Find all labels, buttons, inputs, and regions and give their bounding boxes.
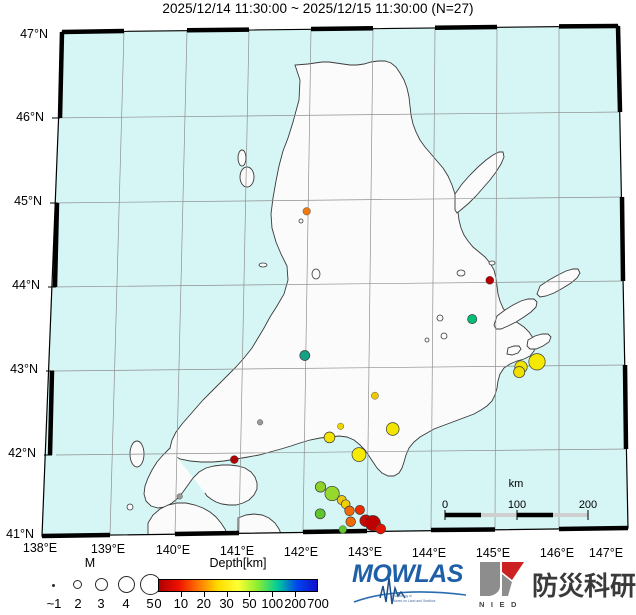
scalebar-tick-100: 100: [497, 499, 537, 511]
epicenter-marker[interactable]: [514, 367, 525, 378]
depth-colorbar: [158, 579, 318, 592]
epicenter-marker[interactable]: [230, 456, 238, 464]
map-canvas[interactable]: 47°N 46°N 45°N 44°N 43°N 42°N 41°N: [0, 18, 636, 555]
land-islet-h: [299, 219, 303, 223]
nied-wordmark: N I E D: [479, 600, 519, 609]
scalebar-tick-0: 0: [425, 499, 465, 511]
land-rebun: [238, 150, 246, 166]
land-rishiri: [240, 167, 254, 187]
land-islet-c: [457, 270, 465, 276]
mowlas-tagline-line1: Monitoring of: [392, 594, 412, 598]
epicenter-marker[interactable]: [315, 509, 325, 519]
lat-label-46: 46°N: [0, 110, 44, 124]
epicenter-marker[interactable]: [345, 506, 355, 516]
mowlas-tagline-line2: Waves on Land and Seafloor: [392, 599, 436, 603]
magnitude-symbol-3: [95, 578, 108, 591]
nied-logo-graphic: [478, 560, 528, 600]
epicenter-marker[interactable]: [337, 423, 343, 429]
epicenter-marker[interactable]: [376, 524, 386, 534]
epicenter-marker[interactable]: [486, 276, 494, 284]
epicenter-marker[interactable]: [303, 208, 311, 216]
bousai-kaken-wordmark: 防災科研: [532, 566, 636, 603]
land-islet-b: [312, 269, 320, 279]
land-islet-i: [127, 504, 133, 510]
page-title: 2025/12/14 11:30:00 ~ 2025/12/15 11:30:0…: [0, 1, 636, 16]
map-graphics: [0, 18, 636, 555]
magnitude-symbol-4: [118, 576, 135, 593]
depth-legend-title: Depth[km]: [183, 556, 293, 570]
lon-label-140: 140°E: [143, 543, 203, 557]
epicenter-marker[interactable]: [177, 494, 183, 500]
lon-label-139: 139°E: [78, 542, 138, 556]
scalebar-tick-200: 200: [568, 499, 608, 511]
epicenter-marker[interactable]: [355, 505, 364, 514]
lat-label-44: 44°N: [0, 278, 40, 292]
lat-label-43: 43°N: [0, 362, 38, 376]
epicenter-marker[interactable]: [315, 482, 325, 492]
nied-logo: [478, 560, 528, 600]
epicenter-marker[interactable]: [257, 420, 263, 426]
land-islet-a: [259, 263, 267, 267]
land-islet-g: [425, 338, 429, 342]
depth-label-700: 700: [304, 596, 332, 611]
land-islet-e: [437, 315, 443, 321]
lat-label-41: 41°N: [0, 527, 34, 541]
mowlas-wordmark: MOWLAS: [352, 560, 463, 589]
lat-label-45: 45°N: [0, 194, 42, 208]
magnitude-symbol-1: [52, 584, 55, 587]
epicenter-marker[interactable]: [371, 392, 378, 399]
magnitude-symbol-2: [73, 580, 82, 589]
epicenter-marker[interactable]: [529, 354, 545, 370]
epicenter-marker[interactable]: [300, 351, 310, 361]
lat-label-42: 42°N: [0, 446, 36, 460]
land-islet-f: [441, 333, 447, 339]
land-islet-d: [489, 261, 495, 265]
scalebar-unit: km: [486, 478, 546, 490]
epicenter-marker[interactable]: [352, 448, 366, 462]
epicenter-marker[interactable]: [324, 432, 335, 443]
epicenter-marker[interactable]: [468, 315, 477, 324]
epicenter-marker[interactable]: [346, 517, 356, 527]
lat-label-47: 47°N: [0, 27, 48, 41]
lon-label-138: 138°E: [10, 541, 70, 555]
epicenter-marker[interactable]: [339, 526, 347, 534]
epicenter-marker[interactable]: [386, 423, 399, 436]
magnitude-legend-title: M: [70, 556, 110, 570]
